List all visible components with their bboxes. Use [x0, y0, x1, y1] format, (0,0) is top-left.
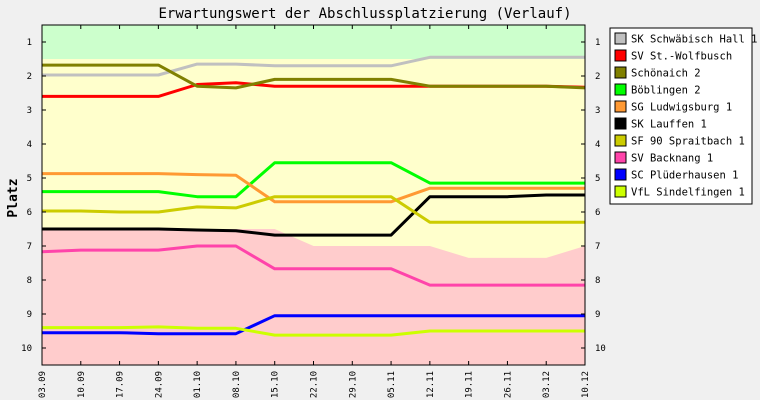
y-tick-label: 10: [595, 344, 606, 354]
legend-swatch: [614, 32, 627, 45]
y-tick-label: 7: [595, 242, 600, 252]
x-tick-label: 15.10: [271, 371, 281, 398]
zone-promotion: [42, 25, 585, 59]
legend-swatch: [614, 100, 627, 113]
series-line-3: [42, 161, 585, 199]
y-tick-label: 8: [27, 276, 32, 286]
y-tick-label: 3: [27, 106, 32, 116]
y-tick-label: 4: [27, 140, 32, 150]
legend-swatch: [614, 117, 627, 130]
series-line-4: [42, 172, 585, 204]
y-tick-label: 9: [27, 310, 32, 320]
legend-label: SC Plüderhausen 1: [631, 170, 738, 182]
legend-label: VfL Sindelfingen 1: [631, 187, 745, 199]
legend-swatch: [614, 168, 627, 181]
y-tick-label: 8: [595, 276, 600, 286]
x-tick-label: 22.10: [310, 371, 320, 398]
y-tick-label: 5: [595, 174, 600, 184]
x-tick-label: 17.09: [116, 371, 126, 398]
series-line-2: [42, 63, 586, 90]
y-tick-label: 2: [595, 72, 600, 82]
legend-label: SG Ludwigsburg 1: [631, 102, 732, 114]
y-tick-label: 10: [21, 344, 32, 354]
x-tick-label: 10.09: [77, 371, 87, 398]
x-tick-label: 03.12: [542, 371, 552, 398]
y-tick-label: 7: [27, 242, 32, 252]
chart-title: Erwartungswert der Abschlussplatzierung …: [158, 6, 571, 22]
y-tick-label: 5: [27, 174, 32, 184]
x-tick-label: 08.10: [232, 371, 242, 398]
chart-legend: SK Schwäbisch Hall 1 SV St.-Wolfbusch Schö…: [609, 27, 757, 205]
y-axis-ticks: 1 1 2 2 3 3 4 4 5 5 6 6 7 7 8 8 9 9 10 10: [21, 38, 606, 354]
series-line-7: [41, 244, 585, 287]
legend-swatch: [614, 83, 627, 96]
x-tick-label: 24.09: [154, 371, 164, 398]
legend-box: [609, 27, 753, 205]
y-tick-label: 1: [595, 38, 600, 48]
y-tick-label: 6: [27, 208, 32, 218]
x-tick-label: 10.12: [581, 371, 591, 398]
legend-label: SF 90 Spraitbach 1: [631, 136, 745, 148]
legend-label: SK Schwäbisch Hall 1: [631, 34, 757, 46]
legend-swatch: [614, 134, 627, 147]
series-line-0: [42, 55, 585, 77]
series-line-6: [42, 195, 585, 224]
legend-label: SK Lauffen 1: [631, 119, 707, 131]
y-tick-label: 3: [595, 106, 600, 116]
x-tick-label: 12.11: [426, 371, 436, 398]
y-tick-label: 6: [595, 208, 600, 218]
y-tick-label: 4: [595, 140, 600, 150]
legend-swatch: [614, 66, 627, 79]
x-tick-label: 05.11: [387, 371, 397, 398]
legend-label: SV St.-Wolfbusch: [631, 51, 732, 63]
x-tick-label: 01.10: [193, 371, 203, 398]
x-axis-ticks: 03.09 10.09 17.09 24.09 01.10 08.10 15.10 22.10…: [38, 25, 591, 398]
y-tick-label: 2: [27, 72, 32, 82]
series-line-9: [42, 325, 585, 337]
legend-label: Schönaich 2: [631, 68, 701, 80]
x-tick-label: 26.11: [503, 371, 513, 398]
series-line-5: [42, 193, 585, 237]
x-tick-label: 29.10: [348, 371, 358, 398]
legend-swatch: [614, 151, 627, 164]
legend-label: SV Backnang 1: [631, 153, 713, 165]
y-axis-label: Platz: [6, 178, 21, 217]
x-tick-label: 03.09: [38, 371, 48, 398]
x-tick-label: 19.11: [465, 371, 475, 398]
y-tick-label: 1: [27, 38, 32, 48]
legend-label: Böblingen 2: [631, 85, 701, 97]
plot-series-lines: [41, 55, 586, 337]
legend-swatch: [614, 185, 627, 198]
series-line-8: [42, 314, 585, 336]
legend-swatch: [614, 49, 627, 62]
y-tick-label: 9: [595, 310, 600, 320]
